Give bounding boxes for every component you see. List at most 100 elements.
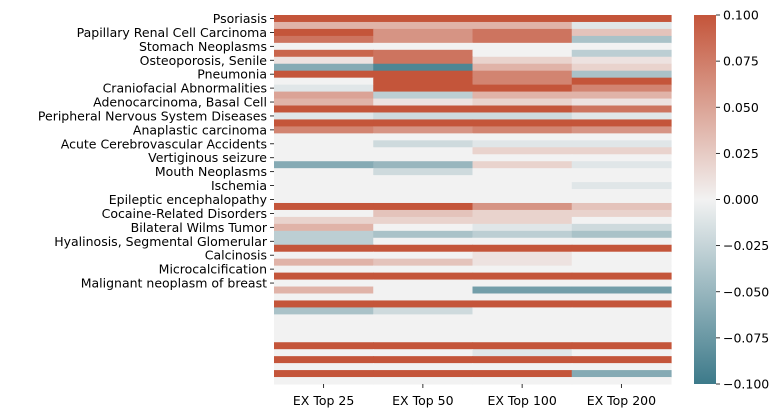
row-label: Craniofacial Abnormalities [103,81,267,96]
heatmap-cell [274,196,374,204]
heatmap-cell [571,230,672,239]
heatmap-cell [274,286,374,295]
heatmap-cell [472,119,573,127]
heatmap-cell [571,42,672,51]
heatmap-cell [571,251,672,260]
heatmap-cell [373,377,474,385]
heatmap-cell [472,126,573,134]
heatmap-cell [373,307,474,315]
heatmap-cell [373,77,474,86]
heatmap-cell [571,314,672,322]
row-label: Mouth Neoplasms [155,164,267,179]
heatmap-cell [274,119,374,127]
heatmap-cell [274,98,374,107]
heatmap-cell [472,251,573,260]
heatmap-cell [571,342,672,350]
heatmap-cell [571,189,672,197]
heatmap-cell [274,35,374,44]
heatmap-cell [472,168,573,176]
heatmap-cell [472,293,573,302]
heatmap-cell [373,21,474,30]
heatmap-cell [472,175,573,183]
heatmap-cell [274,147,374,155]
heatmap-cell [274,258,374,267]
heatmap-cell [274,314,374,322]
heatmap-cell [571,349,672,357]
row-label: Peripheral Nervous System Diseases [38,108,267,123]
heatmap-cell [571,98,672,107]
heatmap-cell [571,77,672,86]
heatmap-cell [472,189,573,197]
heatmap-cell [472,377,573,385]
heatmap-cell [472,300,573,309]
heatmap-cell [571,140,672,148]
heatmap-cell [472,112,573,121]
heatmap-cell [274,328,374,336]
colorbar-tick-label: 0.075 [723,54,759,69]
heatmap-cell [472,133,573,141]
heatmap-cell [274,293,374,302]
heatmap-cell [373,363,474,371]
heatmap-cell [274,223,374,232]
heatmap-cell [373,342,474,350]
column-labels: EX Top 25 EX Top 50 EX Top 100 EX Top 200 [293,384,656,408]
heatmap-cell [571,321,672,329]
heatmap-cell [571,147,672,155]
heatmap-cell [571,168,672,176]
heatmap-cell [472,244,573,253]
row-label: Hyalinosis, Segmental Glomerular [54,234,268,249]
heatmap-cell [373,98,474,107]
heatmap-cell [571,279,672,288]
heatmap-cell [472,349,573,357]
heatmap-cell [571,161,672,169]
heatmap-cell [571,21,672,30]
heatmap-cell [373,140,474,148]
heatmap-cell [571,63,672,72]
heatmap-cell [274,56,374,65]
heatmap-cell [571,202,672,211]
heatmap-cell [472,209,573,218]
heatmap-cell [472,342,573,350]
heatmap-cell [274,321,374,329]
heatmap-cell [571,335,672,343]
heatmap-cell [373,237,474,246]
heatmap-cell [472,230,573,239]
heatmap-cell [373,189,474,197]
column-label: EX Top 50 [392,393,453,408]
heatmap-cell [373,196,474,204]
colorbar-tick-label: −0.025 [723,238,769,253]
heatmap-cell [571,370,672,378]
heatmap-cell [373,49,474,58]
heatmap-cell [571,119,672,127]
row-label: Osteoporosis, Senile [140,53,268,68]
heatmap-cell [274,15,374,23]
heatmap-cell [571,258,672,267]
heatmap-cell [373,244,474,253]
heatmap-cell [373,91,474,100]
heatmap-cell [274,335,374,343]
heatmap-cell [373,42,474,51]
heatmap-cell [274,202,374,211]
heatmap-cell [373,335,474,343]
heatmap-cell [571,175,672,183]
heatmap-cell [571,154,672,162]
heatmap-cell [472,15,573,23]
heatmap-cell [571,91,672,100]
heatmap-cell [571,328,672,336]
heatmap-cell [274,70,374,79]
heatmap-cell [274,370,374,378]
row-label: Microcalcification [159,262,267,277]
heatmap-cell [373,300,474,309]
row-label: Psoriasis [213,11,267,26]
heatmap-cell [373,356,474,364]
heatmap-cell [274,42,374,51]
heatmap-cell [571,70,672,79]
heatmap-cell [274,216,374,225]
heatmap-cell [472,223,573,232]
heatmap-cell [274,265,374,274]
heatmap-cell [571,196,672,204]
heatmap-cell [373,286,474,295]
row-label: Ischemia [211,178,267,193]
heatmap-cell [472,161,573,169]
